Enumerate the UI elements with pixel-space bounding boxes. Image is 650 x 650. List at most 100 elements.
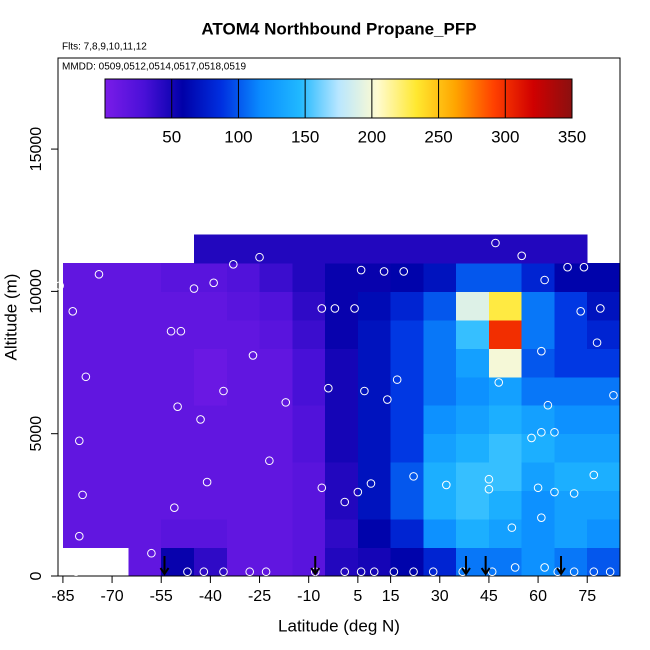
heatmap-cell [226, 490, 261, 520]
heatmap-cell [521, 433, 555, 463]
sample-point [569, 567, 579, 577]
heatmap-cell [587, 490, 621, 520]
x-tick-label: -40 [199, 588, 222, 605]
heatmap-cell [488, 405, 523, 435]
x-tick-label: -55 [150, 588, 173, 605]
heatmap-cell [161, 490, 195, 520]
heatmap-cell [357, 462, 392, 492]
heatmap-cell [423, 376, 457, 406]
sample-point [353, 487, 363, 497]
heatmap-cell [325, 291, 359, 321]
heatmap-cell [62, 262, 97, 292]
heatmap-cell [259, 490, 293, 520]
heatmap-cell [456, 348, 490, 378]
heatmap-cell [325, 490, 359, 520]
heatmap-cell [587, 462, 621, 492]
heatmap-cell [128, 376, 162, 406]
heatmap-cell [554, 348, 588, 378]
heatmap-cell [423, 462, 457, 492]
heatmap-cell [390, 547, 424, 577]
heatmap-cell [226, 376, 261, 406]
heatmap-cell [226, 348, 261, 378]
sample-point [379, 267, 389, 276]
heatmap-cell [128, 490, 162, 520]
x-tick-label: -70 [101, 588, 124, 605]
heatmap-cell [390, 234, 424, 264]
x-tick-label: 45 [480, 588, 498, 605]
sample-point [356, 265, 366, 275]
sample-point [517, 251, 526, 261]
sample-point [383, 395, 392, 404]
heatmap-cell [423, 405, 457, 435]
heatmap-cell [587, 319, 621, 349]
heatmap-cell [488, 262, 523, 292]
sample-point [356, 567, 366, 577]
heatmap-cell [128, 405, 162, 435]
heatmap-cell [423, 519, 457, 549]
chart-title: ATOM4 Northbound Propane_PFP [201, 19, 476, 38]
x-axis-label: Latitude (deg N) [278, 616, 400, 635]
sample-point [491, 238, 500, 248]
sample-point [75, 531, 84, 541]
heatmap-cell [357, 547, 392, 577]
heatmap-cell [62, 490, 97, 520]
heatmap-cell [62, 376, 97, 406]
heatmap-cell [587, 433, 621, 463]
sample-point [68, 307, 78, 316]
sample-point [392, 375, 402, 384]
sample-point [317, 304, 327, 313]
heatmap-cell [161, 348, 195, 378]
heatmap-cell [554, 234, 588, 264]
colorbar-tick-label: 150 [291, 127, 319, 146]
sample-point [589, 470, 599, 480]
heatmap-cell [292, 376, 326, 406]
heatmap-cell [554, 462, 588, 492]
heatmap-cell [193, 433, 228, 463]
colorbar-tick-label: 300 [491, 127, 519, 146]
x-tick-label: 75 [578, 588, 596, 605]
sample-point [94, 270, 104, 279]
sample-point [550, 427, 559, 437]
heatmap-cell [488, 490, 523, 520]
heatmap-cell [62, 405, 97, 435]
sample-point [579, 262, 589, 272]
heatmap-cell [357, 519, 392, 549]
heatmap-cell [95, 376, 129, 406]
heatmap-cell [193, 405, 228, 435]
heatmap-cell [390, 262, 424, 292]
heatmap-cell [554, 376, 588, 406]
heatmap-cell [423, 319, 457, 349]
arrow [556, 556, 566, 576]
sample-point [78, 490, 87, 500]
sample-point [543, 400, 553, 410]
heatmap-cell [193, 519, 228, 549]
colorbar-tick-label: 200 [358, 127, 386, 146]
heatmap-cell [325, 262, 359, 292]
heatmap-cell [587, 348, 621, 378]
sample-point [166, 326, 176, 336]
heatmap-cell [325, 462, 359, 492]
heatmap-cell [292, 462, 326, 492]
heatmap-cell [128, 262, 162, 292]
heatmap-cell [259, 319, 293, 349]
colorbar [104, 78, 573, 119]
x-tick-label: -25 [248, 588, 271, 605]
sample-point [202, 477, 212, 487]
heatmap-cell [390, 462, 424, 492]
heatmap-cell [488, 234, 523, 264]
sample-point [189, 284, 199, 293]
heatmap-cell [488, 319, 523, 349]
heatmap-cell [95, 291, 129, 321]
heatmap-cell [390, 348, 424, 378]
sample-point [261, 567, 271, 577]
heatmap-cell [292, 319, 326, 349]
heatmap-cell [554, 519, 588, 549]
sample-point [330, 304, 340, 313]
y-tick-label: 5000 [28, 416, 45, 452]
sample-point [540, 563, 549, 572]
sample-point [75, 436, 84, 446]
sample-point [245, 567, 255, 577]
x-tick-label: -85 [51, 588, 74, 605]
arrow [480, 556, 491, 576]
x-tick-label: 60 [529, 588, 547, 605]
